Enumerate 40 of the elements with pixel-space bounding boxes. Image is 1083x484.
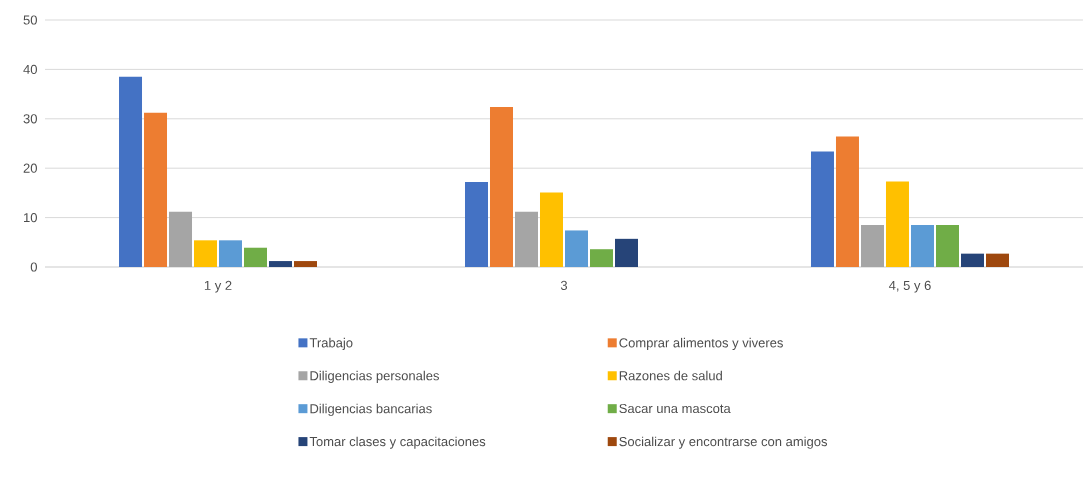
bar (615, 238, 638, 267)
bar (169, 211, 193, 267)
legend-label: Tomar clases y capacitaciones (309, 436, 486, 449)
bar (860, 225, 884, 267)
y-tick-label: 20 (23, 163, 37, 173)
bar (540, 192, 563, 267)
bar (269, 261, 293, 267)
bar (244, 247, 268, 267)
bar (219, 240, 243, 267)
y-tick-label: 40 (23, 64, 37, 74)
bar (490, 106, 513, 267)
bar (119, 76, 143, 267)
legend-label: Diligencias bancarias (310, 403, 432, 416)
legend-label: Sacar una mascota (619, 403, 731, 414)
legend-label: Razones de salud (619, 370, 722, 381)
bar (960, 253, 984, 267)
legend-label: Trabajo (309, 337, 353, 350)
x-tick-label: 3 (560, 280, 568, 290)
bar (144, 112, 168, 267)
bar (465, 182, 488, 267)
bar (835, 136, 859, 267)
bar (565, 230, 588, 267)
bar (985, 253, 1009, 267)
y-tick-label: 0 (30, 262, 37, 272)
bar (910, 225, 934, 267)
y-tick-label: 30 (23, 114, 37, 124)
bar (935, 225, 959, 267)
y-tick-label: 10 (24, 212, 37, 223)
bar (810, 151, 834, 267)
bar (294, 261, 318, 267)
bar (590, 249, 613, 267)
bar (194, 240, 218, 267)
x-tick-label: 1 y 2 (204, 280, 232, 293)
legend-label: Socializar y encontrarse con amigos (619, 436, 828, 449)
legend-label: Diligencias personales (310, 370, 439, 383)
bar (515, 211, 538, 267)
y-tick-label: 50 (23, 15, 37, 25)
legend-label: Comprar alimentos y viveres (619, 337, 783, 350)
bar (885, 181, 909, 267)
x-tick-label: 4, 5 y 6 (888, 280, 931, 293)
